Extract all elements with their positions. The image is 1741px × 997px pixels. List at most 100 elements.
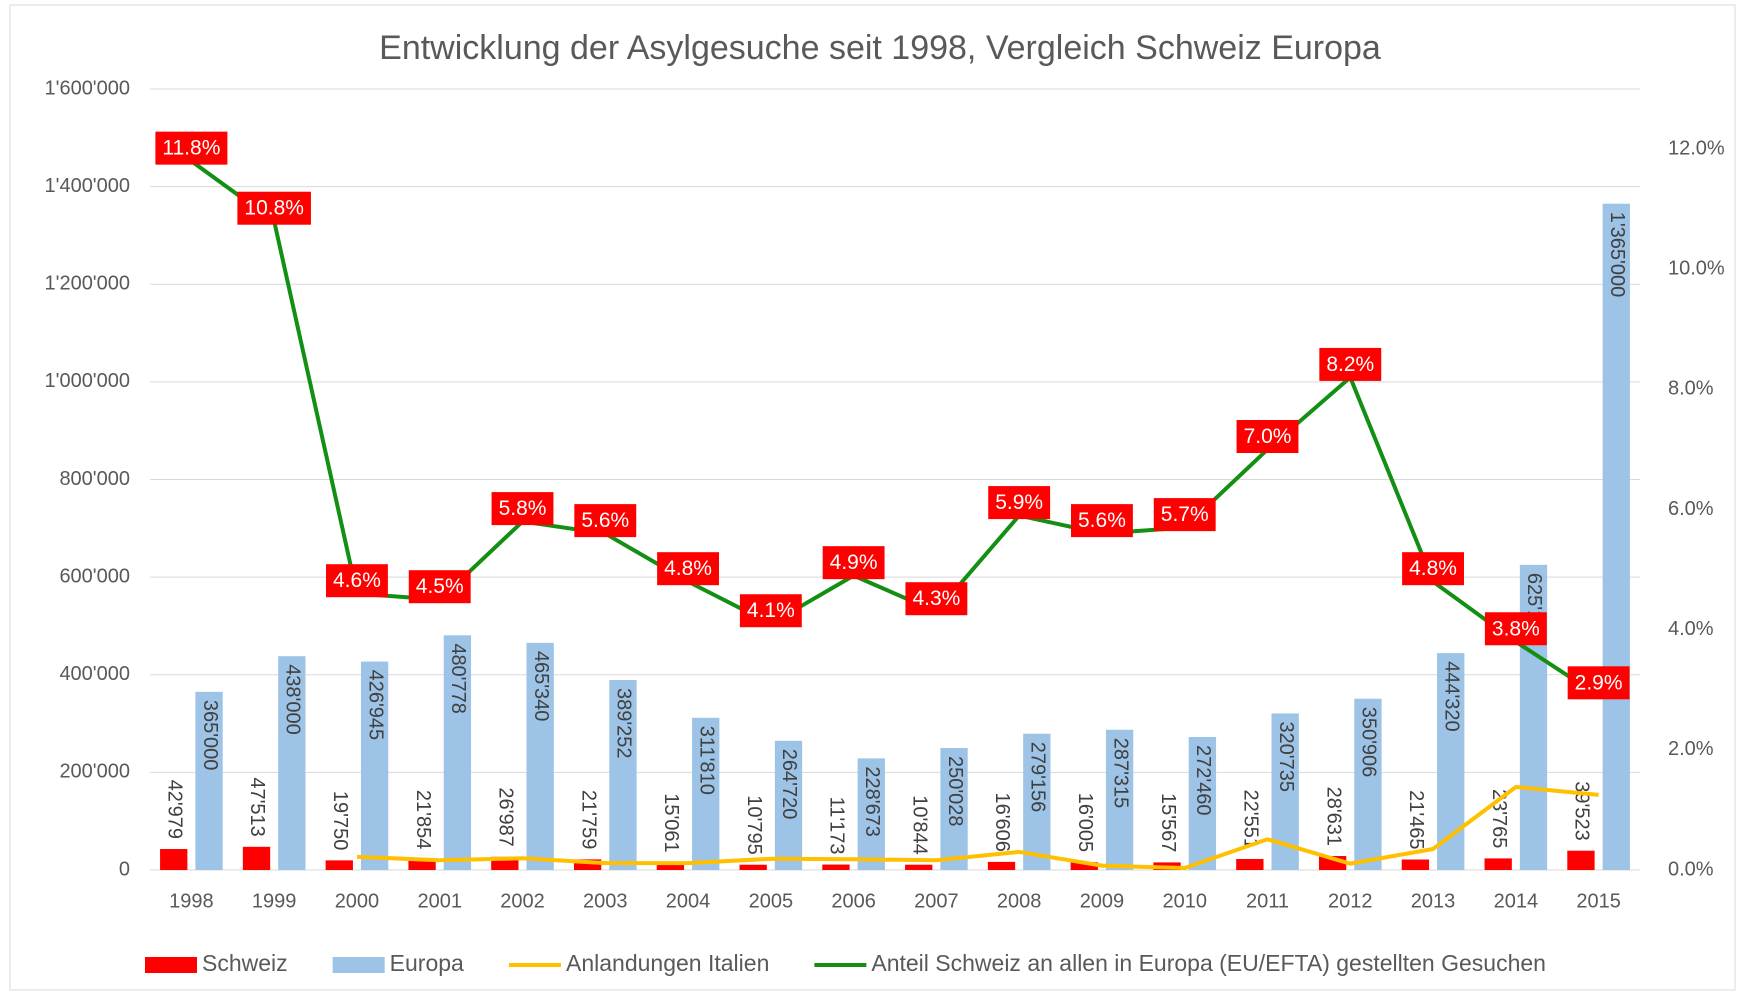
bar — [526, 642, 554, 870]
data-label-box: 5.6% — [574, 504, 637, 538]
data-label: 465'340 — [530, 651, 552, 722]
label-bg — [657, 552, 719, 586]
data-label-box: 5.7% — [1153, 498, 1216, 532]
label-bg — [1567, 666, 1630, 700]
data-label-box: 4.3% — [905, 582, 968, 616]
bar — [242, 846, 271, 870]
label-bg — [905, 582, 968, 616]
data-label: 4.8% — [1409, 557, 1457, 580]
data-label-box: 4.8% — [1402, 552, 1464, 586]
data-label: 4.6% — [333, 569, 381, 592]
legend-label: Schweiz — [202, 950, 288, 976]
data-label: 279'156 — [1027, 742, 1049, 813]
bar — [1188, 737, 1217, 870]
data-label: 22'551 — [1240, 790, 1262, 849]
data-label: 389'252 — [613, 688, 635, 759]
bar — [739, 864, 767, 870]
label-bg — [739, 594, 802, 628]
data-label: 4.9% — [830, 551, 878, 574]
y-tick-label: 0 — [119, 858, 130, 880]
bar — [857, 758, 885, 870]
bar — [1602, 203, 1630, 871]
bar — [1354, 698, 1382, 870]
data-label: 4.5% — [416, 575, 464, 598]
x-tick-label: 2014 — [1494, 890, 1539, 912]
data-label: 8.2% — [1326, 353, 1374, 376]
line — [356, 785, 1599, 871]
legend-label: Europa — [390, 950, 464, 976]
data-label-box: 4.9% — [822, 546, 885, 580]
data-label: 42'979 — [163, 780, 185, 839]
x-tick-label: 2015 — [1576, 890, 1621, 912]
data-label-box: 5.6% — [1071, 504, 1133, 538]
data-label: 250'028 — [944, 756, 966, 827]
bar — [1023, 733, 1051, 870]
data-label-box: 7.0% — [1236, 420, 1299, 454]
label-bg — [1153, 498, 1216, 532]
x-tick-label: 2005 — [749, 890, 794, 912]
y2-tick-label: 10.0% — [1668, 258, 1725, 280]
data-label: 10'844 — [908, 795, 930, 854]
x-tick-label: 1999 — [252, 890, 297, 912]
data-label: 272'460 — [1192, 745, 1214, 816]
label-bg — [491, 492, 554, 526]
data-label-box: 5.9% — [988, 486, 1051, 520]
data-label: 4.8% — [664, 557, 712, 580]
data-label: 5.8% — [499, 497, 547, 520]
grid — [150, 88, 1640, 871]
bar — [1070, 862, 1098, 870]
label-bg — [326, 564, 388, 598]
data-label: 16'005 — [1074, 793, 1096, 852]
bar — [1236, 858, 1264, 870]
data-label: 4.3% — [912, 587, 960, 610]
data-label: 15'567 — [1157, 793, 1179, 852]
bar — [656, 862, 685, 870]
y-tick-label: 1'200'000 — [45, 273, 131, 295]
bar — [940, 747, 968, 870]
data-label: 21'854 — [412, 790, 434, 849]
data-label: 39'523 — [1571, 781, 1593, 840]
data-label: 15'061 — [660, 793, 682, 852]
label-bg — [822, 546, 885, 580]
x-tick-label: 2013 — [1411, 890, 1456, 912]
data-label: 444'320 — [1440, 661, 1462, 732]
data-label-box: 10.8% — [237, 191, 311, 225]
data-label-box: 2.9% — [1567, 666, 1630, 700]
bar — [278, 656, 306, 870]
bar — [987, 861, 1016, 870]
data-label: 3.8% — [1492, 617, 1540, 640]
data-label: 5.9% — [995, 491, 1043, 514]
x-tick-label: 2004 — [666, 890, 711, 912]
x-tick-label: 1998 — [169, 890, 214, 912]
data-label: 320'735 — [1275, 721, 1297, 792]
data-label-box: 5.8% — [491, 492, 554, 526]
data-label: 426'945 — [364, 670, 386, 741]
data-label-box: 4.5% — [408, 570, 471, 604]
data-label: 47'513 — [246, 777, 268, 836]
label-bg — [988, 486, 1051, 520]
data-label: 1'365'000 — [1606, 212, 1628, 298]
y-tick-label: 600'000 — [59, 565, 130, 587]
y-tick-label: 1'000'000 — [45, 370, 131, 392]
y-tick-label: 1'400'000 — [45, 175, 131, 197]
data-label: 11'173 — [826, 797, 848, 855]
x-tick-label: 2010 — [1162, 890, 1207, 912]
x-tick-label: 2001 — [417, 890, 462, 912]
data-label: 264'720 — [778, 749, 800, 820]
y2-tick-label: 4.0% — [1668, 618, 1714, 640]
data-label: 480'778 — [447, 643, 469, 714]
data-label-box: 4.8% — [657, 552, 719, 586]
data-label: 26'987 — [495, 787, 517, 846]
data-label-box: 11.8% — [155, 131, 228, 165]
bar — [360, 661, 389, 870]
data-label: 11.8% — [162, 137, 220, 160]
data-label: 2.9% — [1575, 671, 1623, 694]
bar — [325, 860, 353, 870]
legend-swatch — [332, 957, 385, 973]
data-label: 4.1% — [747, 599, 795, 622]
data-label: 21'759 — [577, 790, 599, 849]
bar — [1484, 858, 1512, 870]
label-bg — [237, 191, 311, 225]
chart-title: Entwicklung der Asylgesuche seit 1998, V… — [379, 29, 1381, 67]
